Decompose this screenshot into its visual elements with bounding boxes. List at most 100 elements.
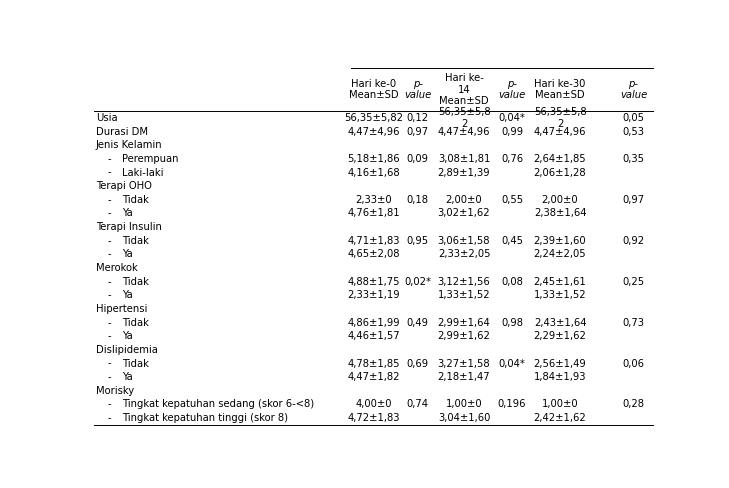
Text: 3,06±1,58: 3,06±1,58 [437,236,491,246]
Text: 0,28: 0,28 [623,400,644,409]
Text: Morisky: Morisky [95,386,133,396]
Text: 2,99±1,64: 2,99±1,64 [437,318,491,327]
Text: 0,06: 0,06 [623,359,644,368]
Text: Ya: Ya [122,331,133,341]
Text: Usia: Usia [95,113,117,123]
Text: 0,73: 0,73 [623,318,644,327]
Text: -: - [107,359,111,368]
Text: 2,45±1,61: 2,45±1,61 [534,277,586,286]
Text: 0,98: 0,98 [501,318,523,327]
Text: Terapi OHO: Terapi OHO [95,181,152,191]
Text: -: - [107,236,111,246]
Text: 0,95: 0,95 [407,236,429,246]
Text: 0,97: 0,97 [623,195,644,205]
Text: 2,39±1,60: 2,39±1,60 [534,236,586,246]
Text: Hari ke-
14
Mean±SD: Hari ke- 14 Mean±SD [439,73,489,106]
Text: Tingkat kepatuhan tinggi (skor 8): Tingkat kepatuhan tinggi (skor 8) [122,413,288,423]
Text: -: - [107,400,111,409]
Text: Terapi Insulin: Terapi Insulin [95,222,162,232]
Text: 2,18±1,47: 2,18±1,47 [437,372,491,382]
Text: -: - [107,195,111,205]
Text: 2,33±1,19: 2,33±1,19 [347,290,400,300]
Text: 4,47±4,96: 4,47±4,96 [437,126,491,137]
Text: 0,99: 0,99 [501,126,523,137]
Text: 0,09: 0,09 [407,154,429,164]
Text: 0,74: 0,74 [407,400,429,409]
Text: 2,43±1,64: 2,43±1,64 [534,318,586,327]
Text: 56,35±5,8
2: 56,35±5,8 2 [437,107,491,129]
Text: 0,04*: 0,04* [499,359,526,368]
Text: 2,42±1,62: 2,42±1,62 [534,413,586,423]
Text: 2,29±1,62: 2,29±1,62 [534,331,587,341]
Text: 2,00±0: 2,00±0 [445,195,483,205]
Text: 3,02±1,62: 3,02±1,62 [437,208,491,219]
Text: 2,33±2,05: 2,33±2,05 [437,249,491,260]
Text: 5,18±1,86: 5,18±1,86 [347,154,400,164]
Text: 1,84±1,93: 1,84±1,93 [534,372,586,382]
Text: -: - [107,277,111,286]
Text: 4,88±1,75: 4,88±1,75 [347,277,400,286]
Text: 4,46±1,57: 4,46±1,57 [347,331,400,341]
Text: 2,24±2,05: 2,24±2,05 [534,249,586,260]
Text: 56,35±5,82: 56,35±5,82 [344,113,403,123]
Text: 0,25: 0,25 [623,277,644,286]
Text: p-
value: p- value [499,79,526,101]
Text: -: - [107,331,111,341]
Text: 3,08±1,81: 3,08±1,81 [438,154,490,164]
Text: 1,33±1,52: 1,33±1,52 [534,290,586,300]
Text: 4,47±4,96: 4,47±4,96 [534,126,586,137]
Text: Durasi DM: Durasi DM [95,126,148,137]
Text: Merokok: Merokok [95,263,137,273]
Text: Tingkat kepatuhan sedang (skor 6-<8): Tingkat kepatuhan sedang (skor 6-<8) [122,400,314,409]
Text: 0,04*: 0,04* [499,113,526,123]
Text: 3,27±1,58: 3,27±1,58 [437,359,491,368]
Text: 3,12±1,56: 3,12±1,56 [437,277,491,286]
Text: Laki-laki: Laki-laki [122,167,164,178]
Text: 4,71±1,83: 4,71±1,83 [347,236,400,246]
Text: Jenis Kelamin: Jenis Kelamin [95,140,163,150]
Text: p-
value: p- value [620,79,647,101]
Text: 0,97: 0,97 [407,126,429,137]
Text: Hari ke-30
Mean±SD: Hari ke-30 Mean±SD [534,79,585,101]
Text: -: - [107,249,111,260]
Text: -: - [107,413,111,423]
Text: 56,35±5,8
2: 56,35±5,8 2 [534,107,586,129]
Text: Hipertensi: Hipertensi [95,304,147,314]
Text: Tidak: Tidak [122,318,149,327]
Text: 4,65±2,08: 4,65±2,08 [347,249,400,260]
Text: Ya: Ya [122,372,133,382]
Text: 0,92: 0,92 [623,236,644,246]
Text: Tidak: Tidak [122,359,149,368]
Text: 2,38±1,64: 2,38±1,64 [534,208,586,219]
Text: 4,16±1,68: 4,16±1,68 [347,167,400,178]
Text: 0,05: 0,05 [623,113,644,123]
Text: 0,12: 0,12 [407,113,429,123]
Text: Dislipidemia: Dislipidemia [95,345,157,355]
Text: 0,69: 0,69 [407,359,429,368]
Text: 1,33±1,52: 1,33±1,52 [437,290,491,300]
Text: 4,76±1,81: 4,76±1,81 [347,208,400,219]
Text: Ya: Ya [122,290,133,300]
Text: 0,196: 0,196 [498,400,526,409]
Text: 4,00±0: 4,00±0 [355,400,392,409]
Text: 0,02*: 0,02* [404,277,431,286]
Text: 0,55: 0,55 [501,195,523,205]
Text: 0,49: 0,49 [407,318,429,327]
Text: 0,18: 0,18 [407,195,429,205]
Text: 1,00±0: 1,00±0 [445,400,483,409]
Text: 4,47±1,82: 4,47±1,82 [347,372,400,382]
Text: Hari ke-0
Mean±SD: Hari ke-0 Mean±SD [348,79,399,101]
Text: 1,00±0: 1,00±0 [542,400,578,409]
Text: p-
value: p- value [404,79,432,101]
Text: -: - [107,290,111,300]
Text: 3,04±1,60: 3,04±1,60 [438,413,490,423]
Text: -: - [107,318,111,327]
Text: 0,45: 0,45 [501,236,523,246]
Text: 4,78±1,85: 4,78±1,85 [347,359,400,368]
Text: 2,00±0: 2,00±0 [542,195,578,205]
Text: 4,72±1,83: 4,72±1,83 [347,413,400,423]
Text: Ya: Ya [122,208,133,219]
Text: 0,08: 0,08 [501,277,523,286]
Text: 0,35: 0,35 [623,154,644,164]
Text: 4,86±1,99: 4,86±1,99 [347,318,400,327]
